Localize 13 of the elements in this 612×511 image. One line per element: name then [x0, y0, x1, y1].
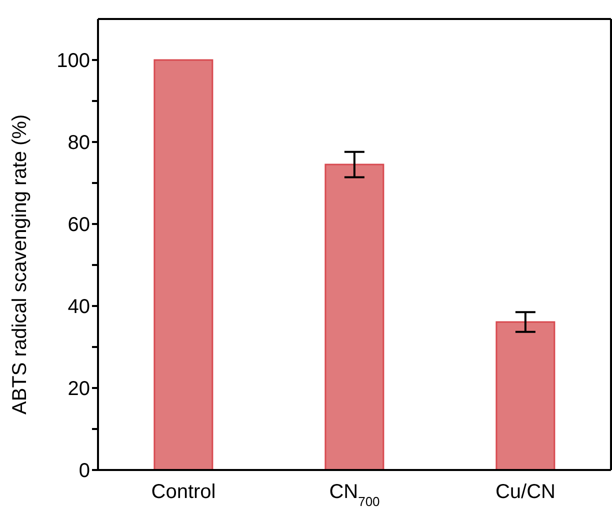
x-tick-label: Cu/CN: [495, 481, 556, 503]
x-tick-label: Control: [151, 481, 216, 503]
y-tick-label: 80: [68, 132, 90, 154]
bar: [324, 164, 384, 470]
y-tick-label: 0: [78, 460, 90, 482]
y-axis-title: ABTS radical scavenging rate (%): [9, 114, 32, 414]
y-tick-label: 60: [68, 214, 90, 236]
y-tick-label: 20: [68, 378, 90, 400]
y-tick-label: 100: [56, 50, 90, 72]
bar: [154, 59, 214, 470]
bar: [496, 321, 556, 470]
x-tick-label: CN$_{700}$: [329, 481, 380, 508]
y-tick-label: 40: [68, 296, 90, 318]
